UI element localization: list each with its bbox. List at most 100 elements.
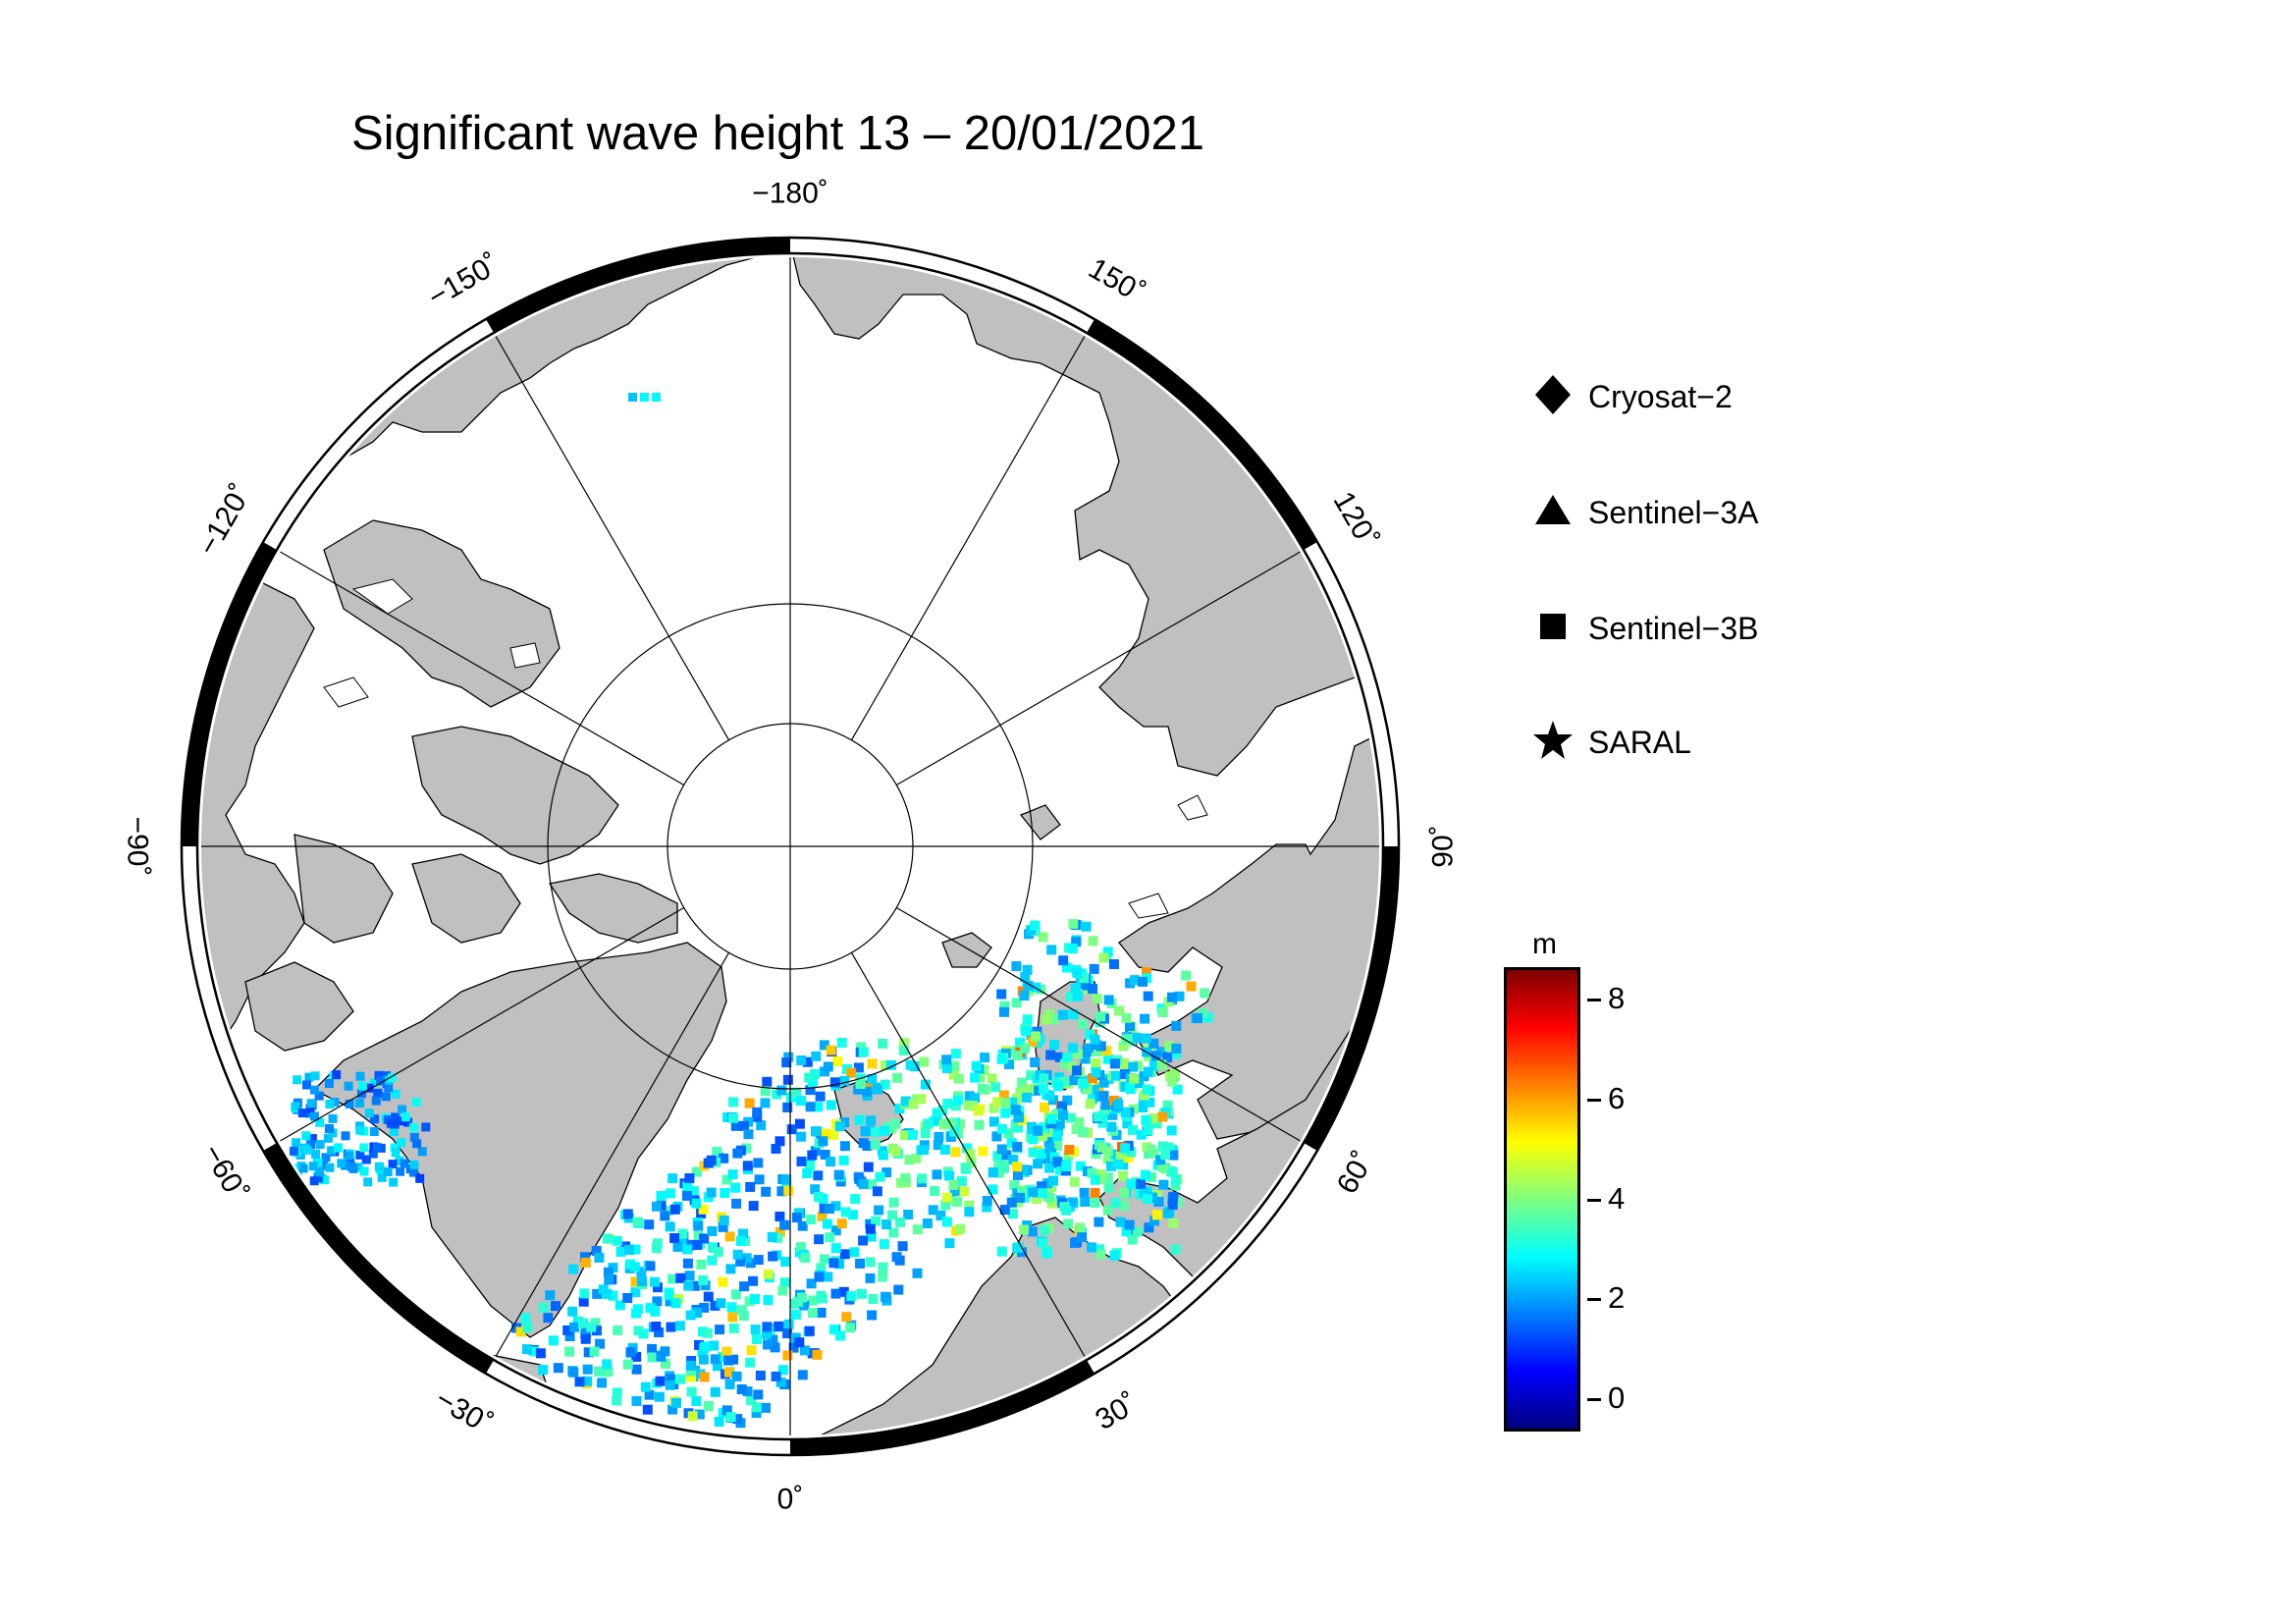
observation-square — [1129, 1073, 1140, 1084]
observation-square — [582, 1364, 593, 1375]
observation-square — [707, 1255, 718, 1266]
observation-square — [603, 1267, 614, 1277]
observation-square — [1046, 945, 1057, 955]
observation-square — [638, 1328, 649, 1339]
observation-square — [752, 1334, 762, 1344]
observation-square — [1181, 970, 1192, 981]
observation-square — [1040, 1224, 1050, 1235]
observation-square — [594, 1366, 605, 1377]
observation-square — [1098, 1110, 1108, 1121]
observation-square — [912, 1268, 923, 1278]
observation-square — [324, 1124, 334, 1133]
observation-square — [870, 1139, 881, 1150]
observation-square — [1167, 1166, 1178, 1177]
observation-square — [1132, 1226, 1143, 1237]
observation-square — [373, 1088, 383, 1098]
observation-square — [535, 1348, 546, 1359]
observation-square — [771, 1144, 781, 1154]
observation-square — [389, 1127, 399, 1137]
observation-square — [315, 1167, 325, 1177]
observation-square — [723, 1355, 734, 1366]
observation-square — [1057, 1009, 1068, 1020]
observation-square — [853, 1084, 864, 1095]
observation-square — [845, 1323, 856, 1333]
observation-square — [923, 1118, 934, 1129]
observation-square — [836, 1218, 847, 1229]
observation-square — [1001, 1150, 1012, 1161]
observation-square — [1027, 1226, 1038, 1237]
observation-square — [874, 1205, 884, 1216]
observation-square — [1162, 1100, 1173, 1110]
observation-square — [1061, 962, 1072, 973]
observation-square — [1073, 1049, 1083, 1059]
observation-square — [810, 1184, 821, 1195]
observation-square — [907, 1129, 918, 1140]
observation-square — [645, 1303, 656, 1314]
observation-square — [1078, 1127, 1089, 1138]
observation-square — [631, 1395, 642, 1406]
graticule — [201, 257, 1379, 1435]
observation-square — [739, 1281, 750, 1292]
observation-square — [736, 1305, 747, 1316]
observation-square — [823, 1061, 833, 1072]
observation-square — [988, 1103, 999, 1113]
observation-square — [955, 1118, 966, 1129]
observation-square — [791, 1310, 801, 1320]
observation-square — [1010, 1118, 1021, 1129]
observation-square — [1026, 1070, 1037, 1081]
observation-square — [713, 1247, 723, 1258]
observation-square — [878, 1150, 888, 1161]
observation-square — [1198, 1007, 1208, 1018]
observation-square — [745, 1181, 756, 1192]
observation-square — [355, 1071, 365, 1081]
observation-square — [398, 1105, 407, 1114]
observation-square — [515, 1326, 526, 1337]
star-icon — [1533, 721, 1573, 759]
observation-square — [529, 1346, 540, 1357]
meridian-line — [280, 551, 685, 786]
observation-square — [900, 1096, 911, 1107]
observation-square — [1164, 1041, 1175, 1052]
observation-square — [1158, 1179, 1169, 1190]
observation-square — [960, 1163, 971, 1173]
observation-square — [725, 1264, 736, 1274]
observation-square — [1102, 1205, 1113, 1216]
observation-square — [390, 1143, 400, 1153]
colorbar-tick-label: 2 — [1608, 1280, 1626, 1316]
observation-square — [814, 1234, 825, 1245]
observation-square — [355, 1125, 365, 1135]
observation-square — [1073, 991, 1083, 1001]
observation-square — [751, 1402, 762, 1413]
observation-square — [1169, 1068, 1180, 1079]
longitude-label: −60˚ — [196, 1139, 254, 1207]
observation-square — [726, 1302, 737, 1313]
observation-square — [897, 1241, 908, 1252]
observation-square — [642, 1404, 653, 1415]
observation-square — [970, 1072, 980, 1083]
observation-square — [693, 1220, 704, 1231]
observation-square — [1139, 1090, 1149, 1101]
observation-square — [1119, 1057, 1130, 1068]
observation-square — [826, 1157, 836, 1167]
observation-square — [746, 1395, 757, 1406]
observation-square — [966, 1158, 977, 1167]
observation-square — [698, 1274, 709, 1285]
colorbar-tick-label: 0 — [1608, 1380, 1626, 1415]
observation-square — [905, 1059, 916, 1070]
observation-square — [830, 1225, 841, 1236]
longitude-label: 60˚ — [1331, 1146, 1380, 1199]
observation-square — [738, 1311, 749, 1321]
observation-square — [614, 1300, 625, 1311]
observation-square — [805, 1085, 816, 1096]
legend-item-saral: SARAL — [1531, 719, 1826, 778]
longitude-label: 120˚ — [1327, 486, 1385, 554]
observation-square — [709, 1340, 720, 1351]
observation-square — [1092, 994, 1102, 1004]
observation-square — [1168, 1150, 1179, 1161]
map-frame — [180, 236, 1401, 1457]
colorbar-tick-mark — [1587, 999, 1601, 1002]
observation-square — [551, 1301, 561, 1312]
observation-square — [706, 1187, 717, 1198]
observation-square — [665, 1380, 675, 1390]
observation-square — [682, 1244, 693, 1255]
